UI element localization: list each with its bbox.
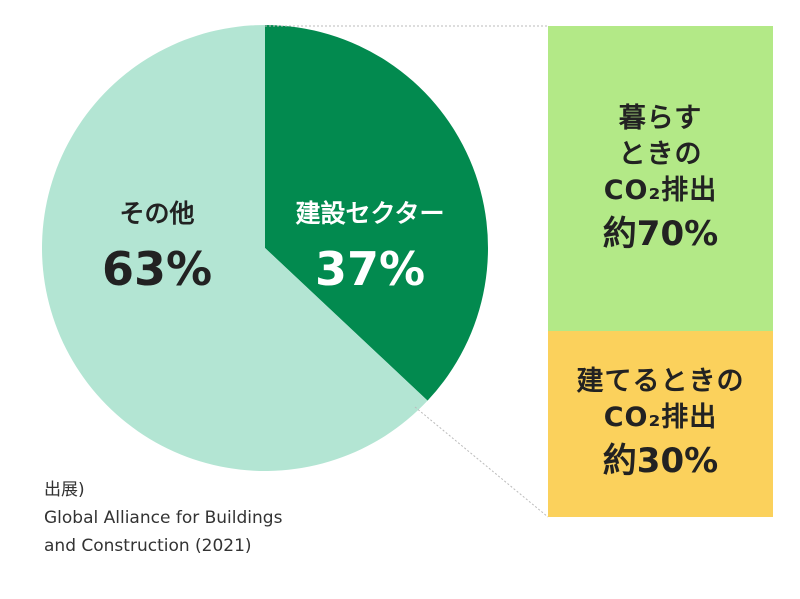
breakdown-building-line2: CO₂排出 xyxy=(603,402,718,433)
slice-value-construction: 37% xyxy=(315,242,425,296)
connector-line-bottom xyxy=(414,406,549,518)
pie-slice-other xyxy=(42,25,428,471)
breakdown-box-living: 暮らす ときの CO₂排出 約70% xyxy=(548,26,773,331)
source-note: 出展) Global Alliance for Buildings and Co… xyxy=(44,476,282,560)
source-line2: Global Alliance for Buildings xyxy=(44,508,283,528)
breakdown-building-value: 約30% xyxy=(602,441,719,481)
slice-label-other: その他 xyxy=(119,199,194,228)
breakdown-building-line1: 建てるときの xyxy=(576,366,745,397)
breakdown-living-line2: ときの xyxy=(618,138,703,170)
source-line3: and Construction (2021) xyxy=(44,536,252,556)
pie-slice-construction xyxy=(265,25,489,401)
breakdown-living-value: 約70% xyxy=(602,213,719,254)
slice-value-other: 63% xyxy=(102,242,212,296)
slice-label-construction: 建設セクター xyxy=(295,199,444,228)
breakdown-box-building: 建てるときの CO₂排出 約30% xyxy=(548,331,773,517)
source-line1: 出展) xyxy=(44,480,85,500)
breakdown-living-line1: 暮らす xyxy=(618,102,703,134)
breakdown-living-line3: CO₂排出 xyxy=(603,174,718,206)
